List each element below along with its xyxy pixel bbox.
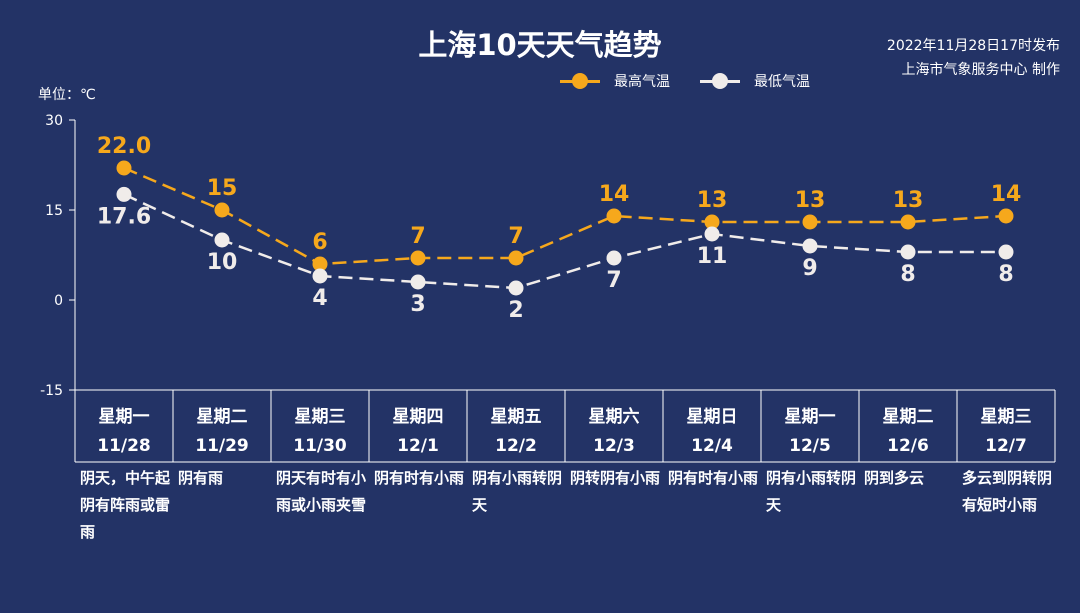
point-high (508, 250, 524, 266)
data-label-high: 7 (508, 224, 523, 249)
point-low (704, 226, 720, 242)
point-low (312, 268, 328, 284)
point-high (312, 256, 328, 272)
legend: 最高气温 最低气温 (560, 70, 840, 92)
weekday-label: 星期二 (883, 407, 934, 427)
weekday-label: 星期六 (589, 406, 640, 427)
point-low (900, 244, 916, 260)
y-tick-label: -15 (40, 383, 63, 399)
date-label: 12/1 (397, 436, 439, 456)
point-low (116, 186, 132, 202)
point-low (214, 232, 230, 248)
series-line-low (123, 193, 1006, 290)
weather-text: 阴有小雨转阴天 (766, 469, 857, 514)
point-low (802, 238, 818, 254)
data-label-high: 13 (697, 188, 728, 213)
date-label: 11/29 (195, 436, 249, 456)
publish-time: 2022年11月28日17时发布 (886, 38, 1060, 54)
weather-text: 阴天有时有小雨或小雨夹雪 (276, 469, 367, 514)
publish-info: 2022年11月28日17时发布 上海市气象服务中心 制作 (887, 34, 1060, 82)
chart-title: 上海10天天气趋势 (418, 28, 662, 62)
legend-swatch-high (560, 71, 600, 91)
date-label: 12/7 (985, 436, 1027, 456)
data-label-high: 22.0 (97, 134, 151, 159)
data-label-low: 8 (900, 262, 915, 287)
weekday-label: 星期五 (491, 407, 542, 427)
point-low (508, 280, 524, 296)
weather-text: 阴有雨 (178, 469, 224, 487)
legend-swatch-low (700, 71, 740, 91)
point-low (998, 244, 1014, 260)
weather-text: 阴有时有小雨 (374, 469, 465, 487)
weather-text: 阴有小雨转阴天 (472, 469, 563, 514)
data-label-high: 13 (893, 188, 924, 213)
data-label-low: 11 (697, 244, 728, 269)
data-label-high: 13 (795, 188, 826, 213)
legend-item-low: 最低气温 (700, 71, 810, 91)
point-high (410, 250, 426, 266)
point-low (606, 250, 622, 266)
date-label: 11/30 (293, 436, 347, 456)
data-label-low: 8 (998, 262, 1013, 287)
data-label-low: 2 (508, 298, 523, 323)
point-low (410, 274, 426, 290)
point-high (214, 202, 230, 218)
publisher: 上海市气象服务中心 制作 (901, 62, 1060, 78)
weather-text: 阴转阴有小雨 (570, 469, 661, 487)
point-high (998, 208, 1014, 224)
date-label: 12/6 (887, 436, 929, 456)
point-high (606, 208, 622, 224)
series-line-high (123, 166, 1007, 266)
y-tick-label: 30 (45, 113, 63, 129)
weather-text: 多云到阴转阴有短时小雨 (962, 469, 1053, 514)
weekday-label: 星期三 (981, 407, 1032, 427)
point-high (900, 214, 916, 230)
weekday-label: 星期日 (687, 407, 738, 427)
data-label-high: 7 (410, 224, 425, 249)
data-label-low: 3 (410, 292, 425, 317)
weekday-label: 星期一 (785, 407, 836, 427)
y-tick-label: 15 (45, 203, 63, 219)
legend-label-low: 最低气温 (754, 74, 810, 90)
data-label-low: 10 (207, 250, 238, 275)
legend-item-high: 最高气温 (560, 71, 670, 91)
data-label-low: 4 (312, 286, 327, 311)
date-label: 12/4 (691, 436, 733, 456)
date-label: 12/2 (495, 436, 537, 456)
weekday-label: 星期二 (197, 407, 248, 427)
data-label-low: 9 (802, 256, 817, 281)
point-high (704, 214, 720, 230)
weather-text: 阴到多云 (864, 469, 925, 487)
legend-label-high: 最高气温 (614, 74, 670, 90)
unit-label: 单位：℃ (38, 87, 96, 103)
y-tick-label: 0 (54, 293, 63, 309)
data-label-high: 14 (599, 182, 630, 207)
point-high (116, 160, 132, 176)
weekday-label: 星期三 (295, 407, 346, 427)
weather-text: 阴天，中午起阴有阵雨或雷雨 (80, 469, 171, 541)
point-high (802, 214, 818, 230)
data-label-low: 7 (606, 268, 621, 293)
weekday-label: 星期四 (393, 407, 444, 427)
weekday-label: 星期一 (99, 407, 150, 427)
data-label-high: 14 (991, 182, 1022, 207)
date-label: 12/3 (593, 436, 635, 456)
weather-text: 阴有时有小雨 (668, 469, 759, 487)
data-label-high: 15 (207, 176, 238, 201)
date-label: 11/28 (97, 436, 151, 456)
date-label: 12/5 (789, 436, 831, 456)
data-label-low: 17.6 (97, 204, 151, 229)
data-label-high: 6 (312, 230, 327, 255)
